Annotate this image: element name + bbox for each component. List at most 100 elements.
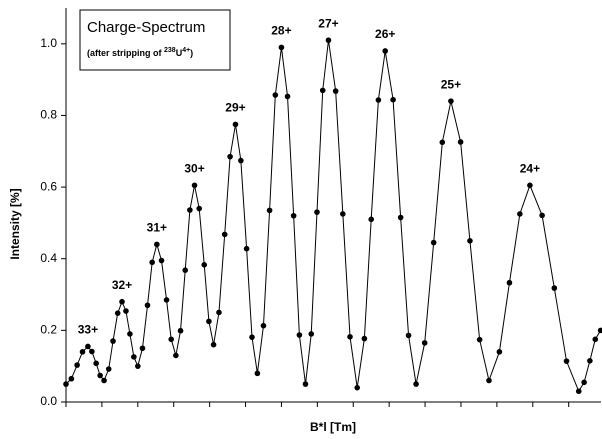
data-point <box>457 139 464 145</box>
peak-label: 27+ <box>318 16 338 30</box>
data-point <box>302 381 309 387</box>
data-point <box>439 139 446 146</box>
data-point <box>390 96 396 103</box>
subtitle-part: U <box>176 48 183 58</box>
data-point <box>93 360 99 367</box>
data-point <box>296 332 303 338</box>
data-point <box>182 267 189 273</box>
legend-box <box>79 9 231 71</box>
data-point <box>187 207 193 213</box>
peak-label: 33+ <box>78 323 98 337</box>
subtitle-part: 238 <box>164 47 176 54</box>
data-point <box>243 245 250 252</box>
data-point <box>405 332 412 339</box>
data-point <box>221 231 228 238</box>
subtitle-part: (after stripping of <box>87 48 164 58</box>
data-point <box>206 318 212 325</box>
data-point <box>123 308 129 314</box>
y-tick-label: 0.2 <box>40 323 57 337</box>
y-tick-label: 0.8 <box>40 108 57 122</box>
data-point <box>191 182 198 189</box>
peak-label: 28+ <box>271 24 291 38</box>
data-point <box>139 345 146 352</box>
subtitle-part: 4+ <box>182 47 190 54</box>
chart-title: Charge-Spectrum <box>87 19 205 36</box>
y-tick-label: 0.6 <box>40 179 57 193</box>
data-point <box>254 370 261 377</box>
data-point <box>173 352 179 359</box>
data-point <box>196 205 203 212</box>
data-point <box>575 388 582 395</box>
data-point <box>135 363 141 369</box>
data-point <box>79 349 86 355</box>
data-point <box>278 44 285 51</box>
data-point <box>266 207 273 214</box>
data-point <box>517 211 523 217</box>
data-point <box>105 366 112 372</box>
data-point <box>421 340 428 346</box>
data-point <box>154 241 160 248</box>
data-point <box>314 209 320 215</box>
data-point <box>592 336 599 343</box>
data-point <box>201 262 208 268</box>
data-point <box>332 88 339 94</box>
data-point <box>68 375 75 382</box>
data-point <box>284 93 291 100</box>
data-point <box>361 335 368 342</box>
data-point <box>368 216 375 223</box>
data-point <box>74 362 80 368</box>
chart-subtitle: (after stripping of 238U4+) <box>87 47 193 59</box>
data-point <box>119 298 125 305</box>
data-point <box>325 37 332 44</box>
data-point <box>216 309 222 316</box>
data-point <box>397 214 404 221</box>
data-point <box>347 334 353 340</box>
data-point <box>260 322 267 329</box>
peak-label: 29+ <box>225 101 245 115</box>
data-point <box>539 212 545 219</box>
data-point <box>177 327 184 334</box>
data-point <box>149 259 155 266</box>
data-point <box>308 331 315 337</box>
data-point <box>430 239 437 246</box>
data-point <box>168 336 175 343</box>
y-tick-label: 0.4 <box>40 251 57 265</box>
data-point <box>551 285 558 291</box>
data-point <box>232 121 239 128</box>
data-point <box>249 334 255 340</box>
data-point <box>563 358 570 364</box>
data-point <box>131 354 137 360</box>
data-point <box>319 87 326 94</box>
peak-label: 31+ <box>147 221 167 235</box>
subtitle-part: ) <box>190 48 193 58</box>
data-point <box>272 92 279 98</box>
data-point <box>375 97 382 103</box>
data-point <box>163 297 170 303</box>
data-point <box>101 377 107 384</box>
data-point <box>110 338 116 344</box>
peak-label: 30+ <box>184 161 204 175</box>
y-tick-label: 0.0 <box>40 394 57 408</box>
data-point <box>486 377 492 384</box>
data-point <box>476 336 483 343</box>
data-point <box>85 343 91 350</box>
data-point <box>144 302 151 309</box>
data-point <box>158 257 165 264</box>
data-point <box>597 327 602 334</box>
x-axis-label: B*l [Tm] <box>310 420 356 434</box>
data-point <box>89 348 95 355</box>
data-point <box>496 349 503 355</box>
data-point <box>290 212 297 219</box>
data-point <box>127 331 133 337</box>
peak-label: 26+ <box>375 27 395 41</box>
data-point <box>467 238 473 244</box>
data-point <box>413 381 419 387</box>
data-point <box>114 310 121 316</box>
data-point <box>581 379 587 386</box>
data-point <box>238 157 244 164</box>
y-axis-label: Intensity [%] <box>8 188 22 259</box>
data-point <box>448 98 454 104</box>
peak-label: 32+ <box>112 278 132 292</box>
data-point <box>382 48 389 54</box>
